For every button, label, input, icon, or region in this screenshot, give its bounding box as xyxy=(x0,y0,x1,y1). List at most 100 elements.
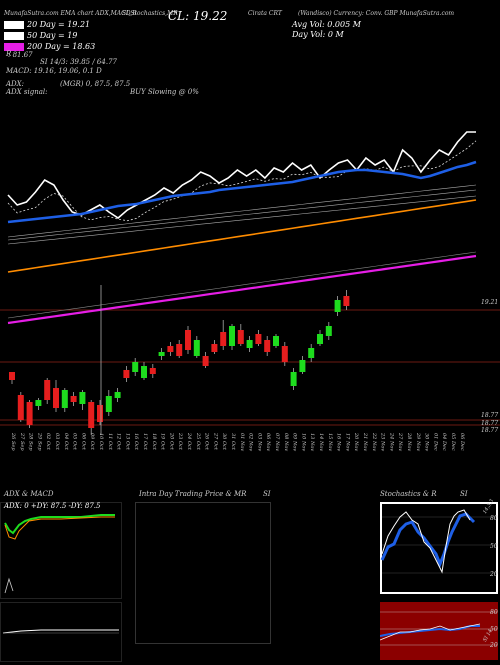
intraday-panel: Intra Day Trading Price & MR SI xyxy=(127,490,377,660)
stoch-panel: Stochastics & R SI 80 50 20 14,3,3 80 50… xyxy=(378,490,500,660)
adx-svg xyxy=(4,514,115,594)
candle-body xyxy=(202,356,209,366)
date-tick-label: 13 Nov xyxy=(309,433,316,452)
band-upper-2 xyxy=(7,189,477,241)
macd-svg xyxy=(2,629,119,634)
candle-body xyxy=(185,330,191,350)
si-level-80: 80 xyxy=(490,609,498,616)
date-tick-label: 22 Nov xyxy=(370,433,377,452)
candle-body xyxy=(273,336,279,346)
date-tick-label: 31 Oct xyxy=(230,433,236,450)
candle-body xyxy=(255,334,262,344)
candle-body xyxy=(35,400,42,406)
date-tick-label: 20 Nov xyxy=(353,433,360,452)
candle-body xyxy=(264,340,271,352)
date-tick-label: 05 Dec xyxy=(450,433,456,451)
legend-ema50-label: 50 Day = 19 xyxy=(27,31,78,40)
stoch-svg xyxy=(380,504,496,592)
ema200-line xyxy=(7,254,477,325)
si-svg xyxy=(379,611,498,646)
header-top-line: MunafaSutra.com EMA chart ADX,MACD,B xyxy=(4,10,137,17)
candle-body xyxy=(44,380,51,400)
si-level-50: 50 xyxy=(490,626,498,633)
date-tick-label: 06 Oct xyxy=(80,433,87,450)
candle-body xyxy=(176,344,183,356)
date-tick-label: 03 Oct xyxy=(54,433,60,450)
candle-body xyxy=(211,344,218,352)
date-tick-label: 14 Nov xyxy=(318,433,324,452)
date-tick-label: 29 Nov xyxy=(414,433,421,452)
avg-vol-label: Avg Vol: 0.005 M xyxy=(292,20,361,29)
band-lower-2 xyxy=(7,251,477,319)
date-tick-label: 21 Nov xyxy=(362,433,368,452)
candle-body xyxy=(193,340,200,356)
date-tick-label: 04 Oct xyxy=(62,433,69,450)
date-tick-label: 04 Dec xyxy=(441,433,448,451)
ema20-dotted-line xyxy=(7,140,477,222)
header-si-stoch-label: SI,Stochastics,MR xyxy=(122,10,178,17)
stoch-level-20: 20 xyxy=(490,571,498,578)
stoch-level-80: 80 xyxy=(490,515,498,522)
adx-readout: ADX: 0 +DY: 87.5 -DY: 87.5 xyxy=(4,502,101,510)
candle-body xyxy=(317,334,323,344)
si-level-20: 20 xyxy=(490,642,498,649)
candle-body xyxy=(149,368,156,374)
date-tick-label: 09 Oct xyxy=(89,433,96,450)
date-tick-label: 26 Oct xyxy=(203,433,210,450)
price-label-low3: 18.77 xyxy=(481,427,499,434)
candle-body xyxy=(246,340,253,348)
legend-ema200-label: 200 Day = 18.63 xyxy=(27,42,96,51)
adx-signal-value: BUY Slowing @ 0% xyxy=(130,88,199,96)
candle-body xyxy=(132,362,139,372)
legend-ema20-label: 20 Day = 19.21 xyxy=(27,20,91,29)
adx-panel-title: ADX & MACD xyxy=(4,490,54,498)
date-tick-label: 05 Oct xyxy=(71,433,78,450)
candle-body xyxy=(97,405,103,422)
candle-body xyxy=(299,360,306,372)
adx-chart xyxy=(0,502,122,599)
day-vol-label: Day Vol: 0 M xyxy=(292,30,344,39)
candle-body xyxy=(105,396,112,412)
date-tick-label: 03 Nov xyxy=(256,433,263,452)
band-upper-1 xyxy=(7,184,477,238)
legend-ema20: 20 Day = 19.21 xyxy=(4,19,95,30)
date-tick-label: 11 Oct xyxy=(106,433,113,450)
stoch-title: Stochastics & R xyxy=(380,490,437,498)
candle-body xyxy=(17,395,24,420)
adx-value: (MGR) 0, 87.5, 87.5 xyxy=(60,80,131,88)
candle-body xyxy=(237,330,244,344)
candle-body xyxy=(220,332,227,346)
date-axis: 26 Sep 27 Sep 28 Sep 29 Sep 02 Oct 03 Oct 04 O… xyxy=(0,433,500,469)
legend-ema50-swatch xyxy=(4,31,24,40)
intraday-title: Intra Day Trading Price & MR xyxy=(139,490,247,498)
adx-label: ADX: xyxy=(6,80,25,88)
price-label-low2: 18.77 xyxy=(481,420,499,427)
r-label: R xyxy=(6,50,12,58)
date-tick-label: 15 Nov xyxy=(326,433,333,452)
price-label-low1: 18.77 xyxy=(481,412,499,419)
symbol-label: Cirata CRT xyxy=(248,10,282,17)
date-tick-label: 24 Oct xyxy=(186,433,192,450)
date-tick-label: 06 Dec xyxy=(458,433,465,451)
candle-body xyxy=(141,366,147,378)
price-label-last: 19.21 xyxy=(481,299,499,306)
orange-line xyxy=(7,199,477,273)
date-tick-label: 07 Nov xyxy=(274,433,280,452)
candle-body xyxy=(61,390,68,408)
date-tick-label: 27 Nov xyxy=(397,433,404,452)
stoch-chart xyxy=(380,502,498,594)
adx-macd-panel: ADX & MACD ADX: 0 +DY: 87.5 -DY: 87.5 xyxy=(0,490,125,662)
date-tick-label: 09 Nov xyxy=(291,433,298,452)
candle-body xyxy=(114,392,121,398)
r-value: : 81.67 xyxy=(8,51,33,59)
candle-body xyxy=(88,402,95,428)
date-tick-label: 25 Oct xyxy=(194,433,201,450)
date-tick-label: 23 Oct xyxy=(177,433,184,450)
candle-body xyxy=(167,346,174,352)
candle-body xyxy=(334,300,341,312)
candle-body xyxy=(123,370,130,378)
date-tick-label: 08 Nov xyxy=(282,433,289,452)
date-tick-label: 10 Oct xyxy=(98,433,104,450)
date-tick-label: 27 Oct xyxy=(212,433,219,450)
date-tick-label: 28 Nov xyxy=(406,433,412,452)
